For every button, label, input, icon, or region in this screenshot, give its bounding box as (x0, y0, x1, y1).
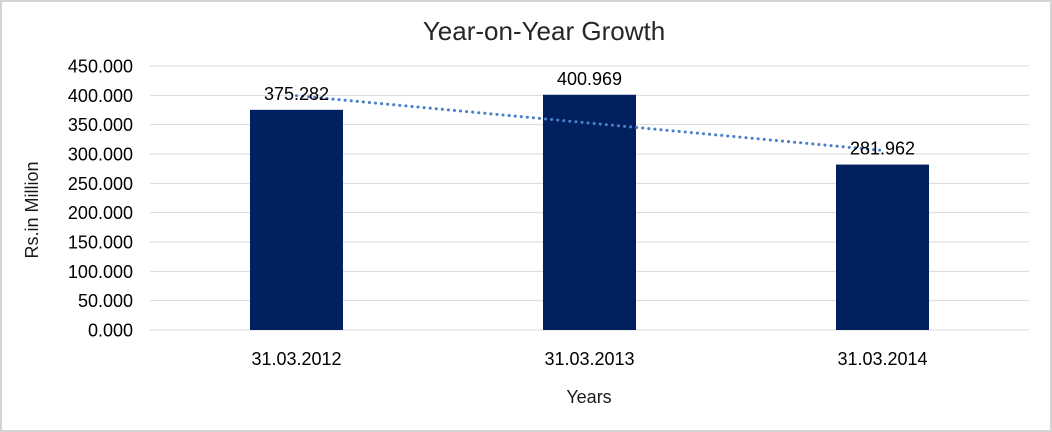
y-tick-label: 450.000 (68, 57, 133, 77)
y-tick-label: 50.000 (78, 291, 133, 311)
y-tick-label: 300.000 (68, 145, 133, 165)
bar-31.03.2012 (250, 109, 343, 330)
x-axis-title: Years (566, 387, 611, 407)
y-tick-label: 400.000 (68, 86, 133, 106)
bar-31.03.2014 (836, 164, 929, 330)
x-tick-label: 31.03.2014 (837, 349, 927, 369)
chart-title: Year-on-Year Growth (423, 16, 665, 46)
y-tick-label: 0.000 (88, 321, 133, 341)
y-tick-label: 150.000 (68, 233, 133, 253)
y-tick-label: 100.000 (68, 262, 133, 282)
data-labels-group: 375.282 400.969 281.962 (264, 69, 915, 159)
y-tick-label: 350.000 (68, 115, 133, 135)
y-tick-label: 250.000 (68, 174, 133, 194)
data-label: 281.962 (850, 139, 915, 159)
y-tick-labels-group: 0.000 50.000 100.000 150.000 200.000 250.000 3… (68, 57, 133, 341)
data-label: 375.282 (264, 84, 329, 104)
data-label: 400.969 (557, 69, 622, 89)
y-tick-label: 200.000 (68, 203, 133, 223)
x-tick-label: 31.03.2012 (251, 349, 341, 369)
x-tick-label: 31.03.2013 (544, 349, 634, 369)
bar-31.03.2013 (543, 94, 636, 330)
trendline (295, 94, 884, 152)
x-tick-labels-group: 31.03.2012 31.03.2013 31.03.2014 (251, 349, 927, 369)
y-axis-title: Rs.in Million (22, 161, 42, 258)
trendline-group (295, 94, 884, 152)
bars-group (250, 94, 929, 330)
